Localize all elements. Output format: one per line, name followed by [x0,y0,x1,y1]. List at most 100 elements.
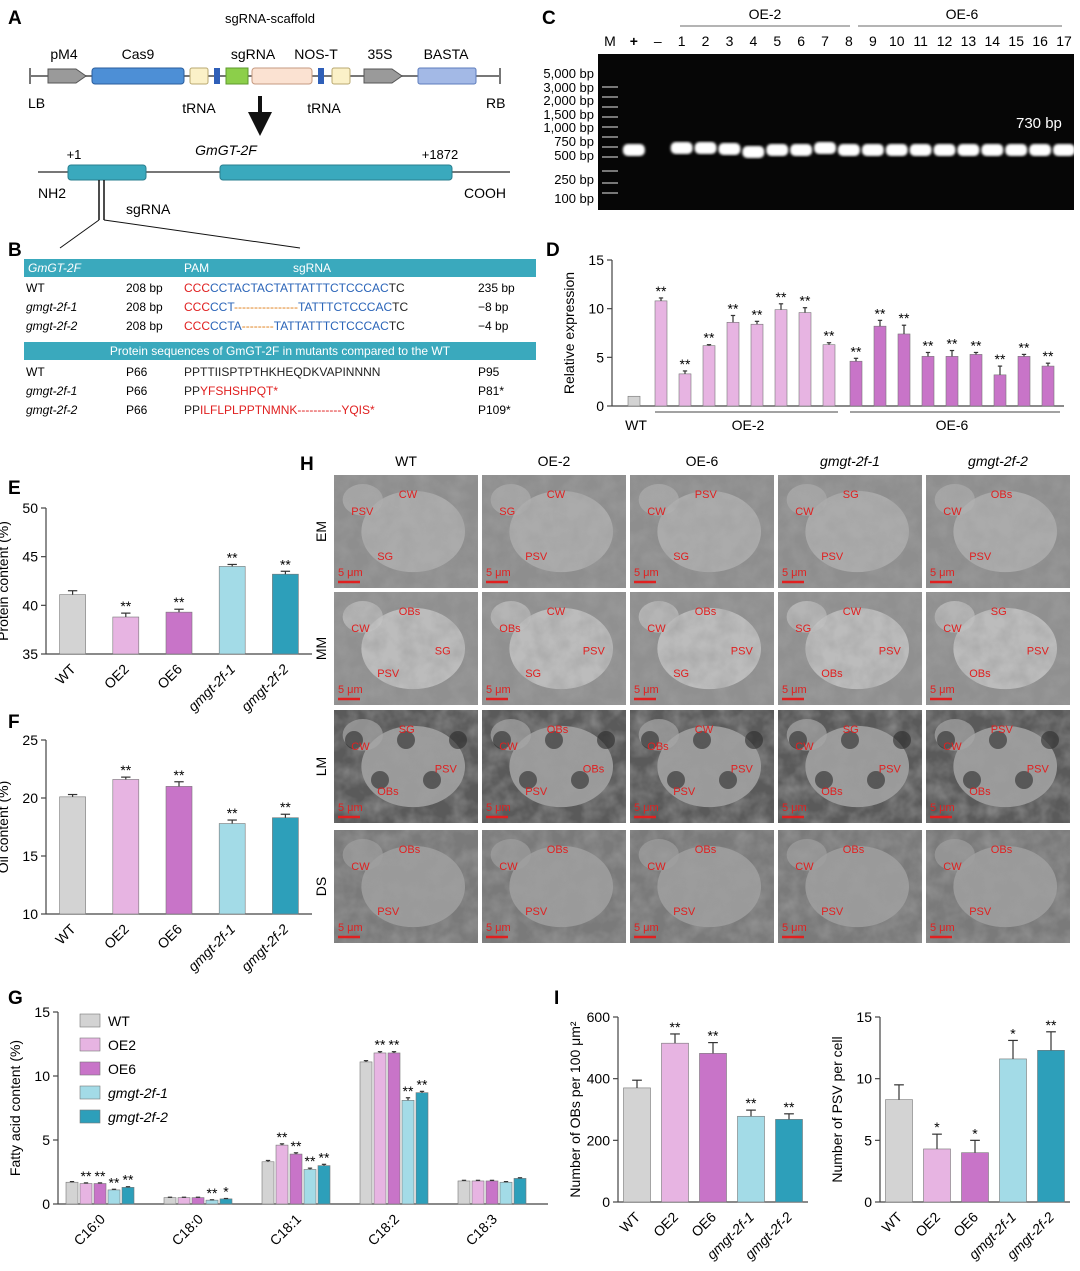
bar [699,1053,727,1203]
significance-mark: ** [174,594,185,610]
micrograph-annotation: CW [843,606,862,618]
x-tick-label: WT [616,1208,643,1235]
ladder-label: 3,000 bp [543,80,594,95]
micrograph-annotation: CW [499,861,518,873]
significance-mark: * [223,1183,229,1199]
micrograph-annotation: SG [499,506,515,518]
gel-band [1029,144,1052,156]
bar [261,1161,275,1205]
y-tick-label: 25 [22,732,38,748]
ladder-band [602,136,618,138]
micrograph-annotation: SG [435,646,451,658]
spacer-1 [214,68,220,84]
significance-mark: ** [971,337,982,353]
bar [59,796,86,915]
bar [775,1119,803,1203]
significance-mark: ** [95,1168,106,1184]
y-tick-label: 50 [22,500,38,516]
ladder-band [602,192,618,194]
x-tick-label: OE6 [154,921,185,952]
significance-mark: ** [800,293,811,309]
micrograph: CW SG OBs PSV 5 μm [334,710,478,823]
dna-row-length: −8 bp [478,300,509,314]
gel-lane-label: 14 [985,33,1001,49]
significance-mark: ** [280,556,291,572]
y-tick-label: 5 [42,1132,50,1148]
micrograph: CW OBs PSV 5 μm [926,475,1070,588]
micrograph-annotation: PSV [969,551,992,563]
scale-bar-label: 5 μm [486,922,511,934]
x-tick-label: OE2 [650,1209,681,1240]
x-tick-label: WT [52,920,79,947]
y-axis-title: Protein content (%) [0,521,11,641]
protein-row-name: WT [26,365,45,379]
bar [678,373,692,407]
bar [873,325,887,407]
panel-label-d: D [546,240,560,261]
significance-mark: ** [670,1019,681,1035]
gel-band [694,142,717,154]
micrograph-annotation: OBs [821,668,843,680]
pm4-promoter [47,68,87,84]
micrograph-annotation: CW [351,623,370,635]
x-tick-label: OE6 [688,1209,719,1240]
micrograph-column-label: WT [395,453,417,469]
bar [112,779,140,915]
gel-lane-label: 1 [678,33,686,49]
panel-c-gel: OE-2 OE-6 M + –1 2 3 4 5 6 7 8 9 10 11 12 13 14 15 16 17 5… [543,6,1075,210]
micrograph-column-label: gmgt-2f-1 [820,453,880,469]
legend-swatch [79,1013,101,1028]
gel-band [909,144,932,156]
sgrna-label: sgRNA [231,46,276,62]
significance-mark: ** [752,306,763,322]
bar [774,309,788,407]
x-tick-label: OE6 [154,661,185,692]
gel-band [981,144,1004,156]
y-axis-title: Relative expression [561,272,577,394]
gel-lane-label: 12 [937,33,953,49]
ladder-label: 250 bp [554,172,594,187]
y-tick-label: 0 [602,1194,610,1210]
panel-label-a: A [8,8,22,29]
bar [165,786,193,915]
scale-bar-label: 5 μm [338,567,363,579]
gel-band [718,143,741,155]
gel-band [861,144,884,156]
gel-lane-label: 16 [1032,33,1048,49]
scale-bar-label: 5 μm [782,802,807,814]
y-tick-label: 400 [587,1071,611,1087]
rb-label: RB [486,95,505,111]
micrograph-annotation: OBs [695,606,717,618]
micrograph-annotation: PSV [969,906,992,918]
gel-lane-label: + [630,33,638,49]
significance-mark: ** [81,1168,92,1184]
basta-label: BASTA [424,46,470,62]
micrograph-annotation: OBs [821,786,843,798]
bar [471,1180,485,1205]
significance-mark: ** [319,1149,330,1165]
micrograph-annotation: OBs [969,786,991,798]
bar [702,345,716,407]
panel-b-sequences: GmGT-2F PAM sgRNA WT 208 bp CCCCCTACTACTAT… [24,259,536,417]
micrograph: CW OBs PSV 5 μm [630,830,774,943]
x-tick-label: gmgt-2f-1 [185,661,239,715]
gel-lane-label: 8 [845,33,853,49]
bar [993,374,1007,407]
scale-bar-label: 5 μm [634,567,659,579]
significance-mark: ** [851,343,862,359]
micrograph-annotation: CW [399,489,418,501]
micrograph-annotation: CW [647,861,666,873]
significance-mark: ** [227,805,238,821]
gel-band [885,144,908,156]
significance-mark: ** [824,328,835,344]
legend-swatch [79,1085,101,1100]
scaffold-label: sgRNA-scaffold [225,11,315,26]
gel-lane-label: – [654,33,662,49]
bar [1041,365,1055,407]
gel-band [742,146,765,158]
gel-lane-label: 13 [961,33,977,49]
scale-bar-label: 5 μm [782,684,807,696]
micrograph-column-label: OE-6 [686,453,719,469]
